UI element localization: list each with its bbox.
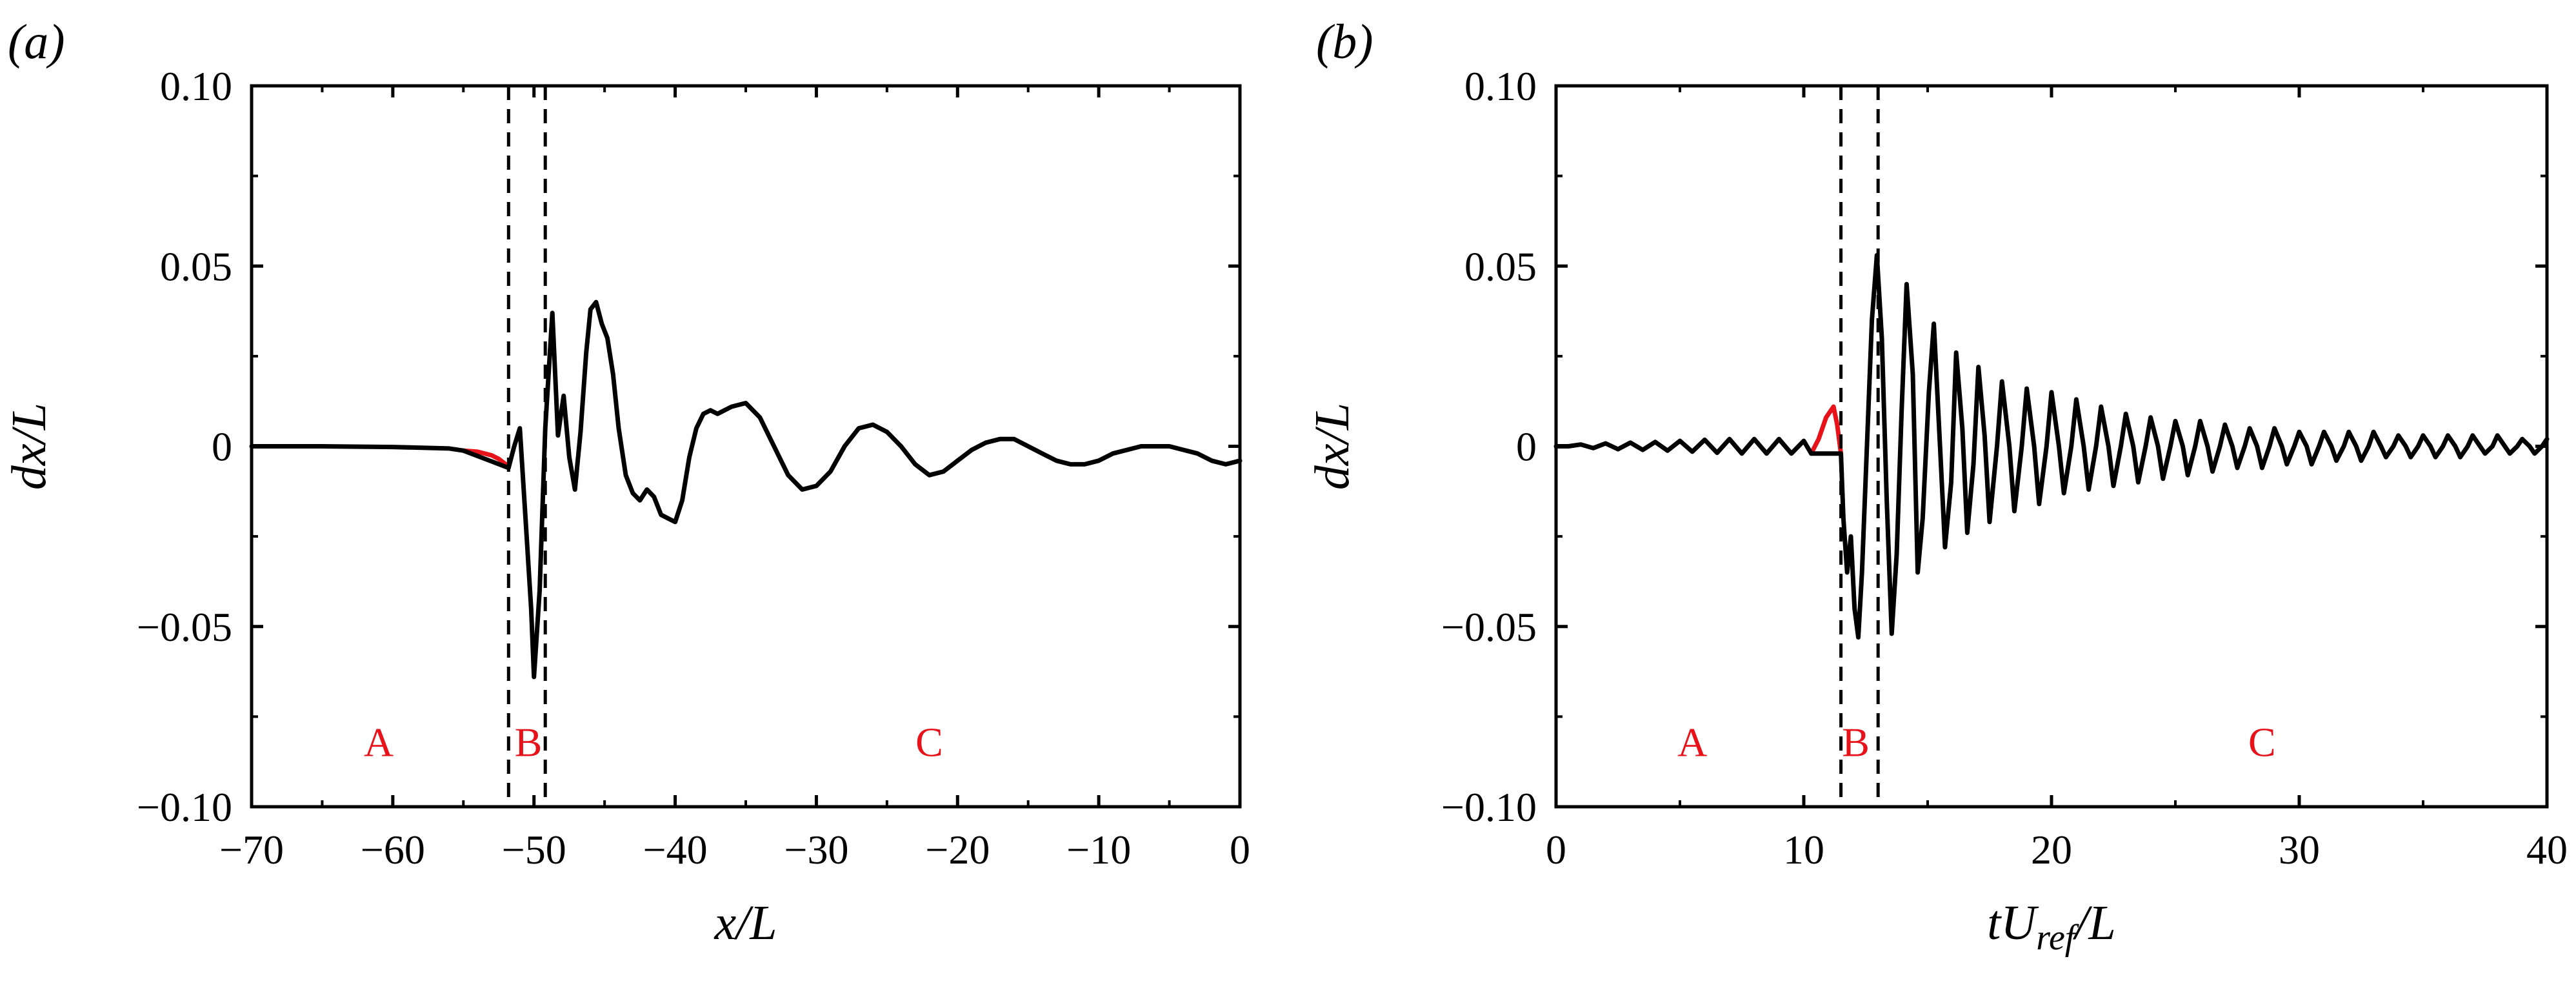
panel-label: (a) xyxy=(8,15,65,69)
x-tick-label: −20 xyxy=(925,827,990,873)
x-axis-label-main: tU xyxy=(1987,896,2039,950)
plot-frame xyxy=(1554,84,2549,809)
x-tick-label: 0 xyxy=(1230,827,1250,873)
y-tick-label: −0.10 xyxy=(1441,784,1537,830)
x-tick-label: −70 xyxy=(219,827,284,873)
x-tick-label: −10 xyxy=(1066,827,1131,873)
y-tick-label: 0.10 xyxy=(160,63,232,109)
y-tick-label: 0 xyxy=(212,424,232,470)
y-tick-label: −0.10 xyxy=(137,784,232,830)
series-line-1 xyxy=(249,299,1243,680)
y-axis-label: dx/L xyxy=(2,403,56,490)
x-axis-label-tail: /L xyxy=(2072,896,2115,950)
x-tick-label: 10 xyxy=(1783,827,1824,873)
region-label-c: C xyxy=(915,719,943,765)
x-tick-label: −60 xyxy=(361,827,425,873)
region-label-c: C xyxy=(2248,719,2276,765)
x-axis-label: tUref/L xyxy=(1987,896,2116,958)
region-label-b: B xyxy=(515,719,543,765)
y-tick-label: 0.05 xyxy=(160,243,232,289)
y-tick-label: 0 xyxy=(1516,424,1537,470)
chart-panel-b: 0 10 20 30 40 −0.10 −0.05 0 0.05 0.10 A B C (b) dx/L tU… xyxy=(1305,15,2568,958)
x-tick-label: 30 xyxy=(2279,827,2320,873)
x-axis-label: x/L xyxy=(714,896,777,950)
y-tick-label: 0.10 xyxy=(1464,63,1537,109)
series-line-1 xyxy=(1553,253,2550,640)
y-tick-label: 0.05 xyxy=(1464,243,1537,289)
x-tick-label: 20 xyxy=(2031,827,2072,873)
region-label-a: A xyxy=(1677,719,1707,765)
y-axis-label: dx/L xyxy=(1305,403,1359,490)
series-line-0 xyxy=(1809,404,1844,456)
region-label-a: A xyxy=(364,719,394,765)
x-tick-label: −30 xyxy=(784,827,848,873)
region-label-b: B xyxy=(1842,719,1870,765)
x-tick-label: 40 xyxy=(2526,827,2568,873)
x-axis-label-subscript: ref xyxy=(2036,918,2080,958)
y-tick-label: −0.05 xyxy=(137,604,232,650)
x-tick-label: −50 xyxy=(502,827,566,873)
y-tick-label: −0.05 xyxy=(1441,604,1537,650)
chart-panel-a: −70 −60 −50 −40 −30 −20 −10 0 −0.10 −0.05 0 0.05 0.1… xyxy=(2,15,1250,950)
x-tick-label: −40 xyxy=(643,827,708,873)
x-tick-label: 0 xyxy=(1546,827,1566,873)
panel-label: (b) xyxy=(1316,15,1373,69)
